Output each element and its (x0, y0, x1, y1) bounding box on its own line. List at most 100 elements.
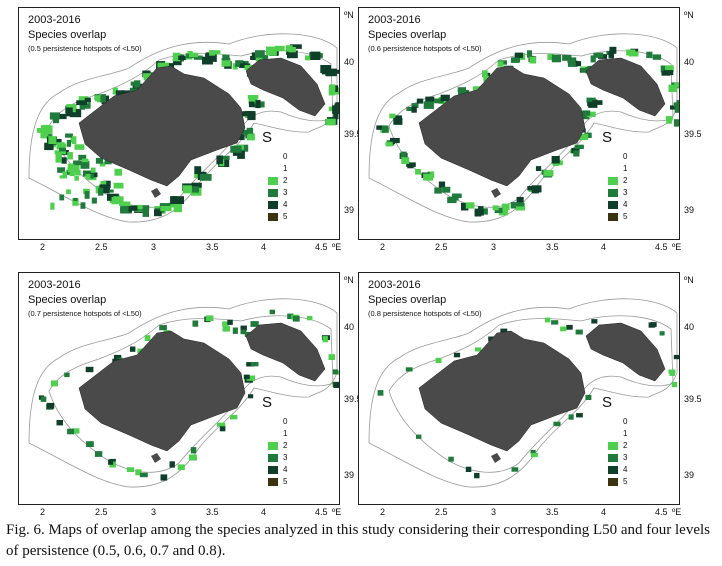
hotspot-patch (191, 182, 202, 188)
lon-tick-label: 4 (601, 242, 607, 252)
legend-label: 5 (623, 212, 628, 221)
hotspot-patch (586, 111, 596, 117)
hotspot-patch (246, 375, 255, 381)
hotspot-patch (103, 180, 111, 188)
panel-title: Species overlap (28, 294, 107, 306)
hotspot-patch (80, 202, 86, 209)
hotspot-patch (157, 62, 169, 70)
legend-swatch (268, 466, 278, 474)
legend-label: 3 (283, 188, 288, 197)
hotspot-patch (56, 142, 65, 150)
lon-tick-label: 2 (40, 242, 46, 252)
hotspot-patch (72, 136, 77, 144)
hotspot-patch (108, 459, 114, 465)
hotspot-patch (407, 162, 414, 169)
hotspot-patch (100, 94, 106, 103)
hotspot-patch (442, 186, 451, 193)
legend-swatch (268, 454, 278, 462)
hotspot-patch (580, 68, 587, 73)
hotspot-patch (244, 65, 254, 71)
hotspot-patch (400, 151, 407, 159)
hotspot-patch (592, 100, 603, 105)
hotspot-patch (673, 102, 679, 107)
hotspot-patch (543, 170, 554, 177)
legend-swatch (608, 189, 618, 197)
hotspot-patch (590, 55, 596, 63)
hotspot-patch (67, 152, 73, 160)
hotspot-patch (593, 52, 604, 58)
hotspot-patch (516, 202, 524, 207)
lat-tick-label: 39 (344, 470, 355, 480)
legend-swatch (268, 201, 278, 209)
hotspot-patch (266, 46, 277, 56)
hotspot-patch (465, 466, 472, 472)
hotspot-patch (406, 106, 413, 111)
hotspot-patch (535, 166, 542, 171)
map-frame: 2003-2016 Species overlap (0.8 persistence… (358, 272, 680, 505)
hotspot-patch (251, 52, 257, 57)
hotspot-patch (40, 131, 49, 139)
lat-tick-label: 40 (684, 322, 695, 332)
hotspot-patch (99, 161, 106, 167)
legend-label: 5 (283, 477, 288, 486)
hotspot-patch (247, 111, 256, 121)
hotspot-patch (575, 61, 582, 67)
hotspot-patch (84, 97, 91, 102)
hotspot-patch (130, 346, 136, 352)
hotspot-patch (255, 54, 263, 62)
legend-label: 3 (623, 453, 628, 462)
hotspot-patch (54, 150, 66, 155)
hotspot-patch (53, 118, 59, 124)
panel-title: Species overlap (368, 29, 447, 41)
legend-swatch (268, 478, 278, 486)
hotspot-patch (73, 160, 81, 166)
hotspot-patch (227, 319, 233, 325)
lon-tick-label: 2 (380, 507, 386, 517)
hotspot-patch (514, 52, 523, 59)
hotspot-patch (230, 145, 242, 153)
hotspot-patch (405, 367, 413, 372)
hotspot-patch (90, 167, 96, 173)
hotspot-patch (416, 98, 424, 104)
hotspot-patch (88, 173, 94, 179)
hotspot-patch (447, 196, 457, 204)
hotspot-patch (114, 354, 122, 360)
legend-title: S (602, 129, 613, 146)
hotspot-patch (474, 472, 480, 479)
hotspot-patch (242, 111, 251, 117)
hotspot-patch (392, 138, 400, 144)
hotspot-patch (500, 328, 508, 333)
lon-tick-label: 4.5 (315, 507, 328, 517)
hotspot-patch (187, 186, 199, 193)
panel-subtitle: (0.6 persistence hotspots of <L50) (368, 44, 482, 53)
hotspot-patch (109, 189, 114, 193)
hotspot-patch (461, 202, 469, 211)
hotspot-patch (474, 209, 482, 217)
legend-label: 2 (623, 176, 628, 185)
lon-tick-label: 4 (261, 507, 267, 517)
lat-tick-label: 39.5 (344, 129, 362, 139)
hotspot-patch (247, 95, 259, 100)
hotspot-patch (240, 325, 247, 331)
panel-period: 2003-2016 (368, 279, 421, 291)
map-panel: 2003-2016 Species overlap (0.7 persistence… (14, 269, 362, 531)
hotspot-patch (423, 101, 434, 109)
hotspot-patch (100, 180, 107, 187)
lat-unit-label: ºN (344, 275, 354, 285)
hotspot-patch (674, 105, 679, 113)
hotspot-patch (47, 402, 55, 409)
hotspot-patch (248, 394, 254, 399)
hotspot-patch (666, 119, 672, 124)
hotspot-patch (560, 326, 567, 332)
map-svg (28, 33, 339, 223)
hotspot-patch (588, 101, 598, 108)
hotspot-patch (80, 160, 90, 169)
hotspot-patch (160, 474, 168, 481)
hotspot-patch (172, 196, 184, 204)
legend-label: 2 (283, 176, 288, 185)
hotspot-patch (673, 119, 679, 127)
lon-tick-label: 3 (151, 507, 157, 517)
hotspot-patch (663, 70, 674, 76)
hotspot-patch (530, 453, 538, 458)
hotspot-patch (221, 60, 231, 67)
